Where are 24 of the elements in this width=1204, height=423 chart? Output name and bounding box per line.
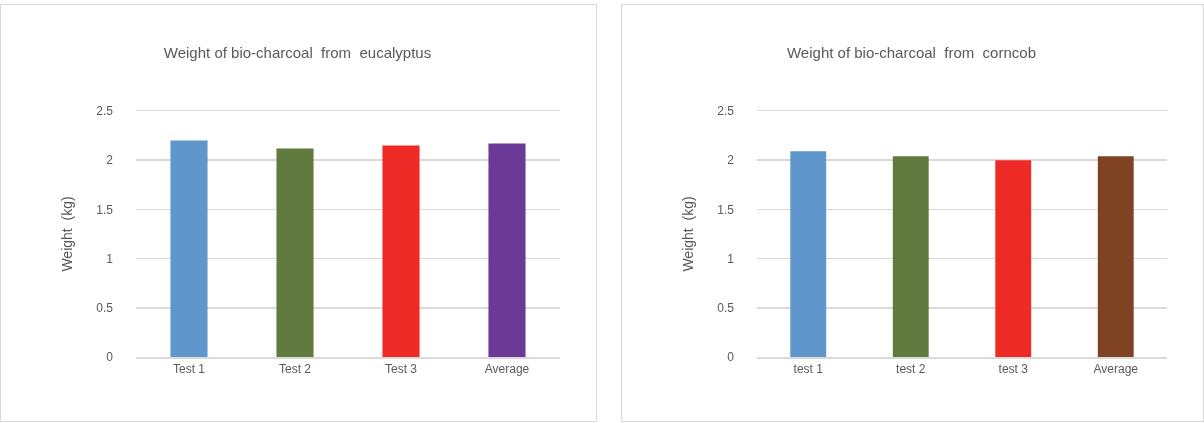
y-tick-label: 1 — [727, 251, 735, 266]
x-tick-label: test 2 — [896, 361, 926, 376]
y-axis-title: Weight (kg) — [679, 196, 696, 272]
x-tick-label: Average — [1093, 361, 1139, 376]
chart-title: Weight of bio-charcoal from eucalyptus — [163, 44, 432, 62]
y-tick-label: 0.5 — [96, 301, 114, 315]
x-tick-label: test 1 — [793, 361, 824, 376]
chart-title: Weight of bio-charcoal from corncob — [786, 44, 1037, 62]
x-tick-label: Average — [484, 361, 530, 376]
y-tick-label: 2.5 — [96, 104, 114, 119]
y-tick-label: 1.5 — [717, 202, 735, 217]
y-tick-label: 1.5 — [96, 202, 114, 217]
y-tick-label: 2 — [727, 153, 735, 168]
x-tick-label: test 3 — [998, 361, 1029, 376]
x-tick-label: Test 1 — [172, 361, 206, 376]
y-tick-label: 1 — [106, 251, 114, 266]
x-tick-label: Test 2 — [278, 361, 312, 376]
y-axis-title: Weight (kg) — [58, 196, 75, 272]
y-tick-label: 2 — [106, 153, 114, 168]
y-tick-label: 2.5 — [717, 104, 735, 119]
y-tick-label: 0.5 — [717, 301, 735, 315]
y-tick-label: 0 — [106, 350, 114, 365]
y-tick-label: 0 — [727, 350, 735, 365]
x-tick-label: Test 3 — [384, 361, 418, 376]
